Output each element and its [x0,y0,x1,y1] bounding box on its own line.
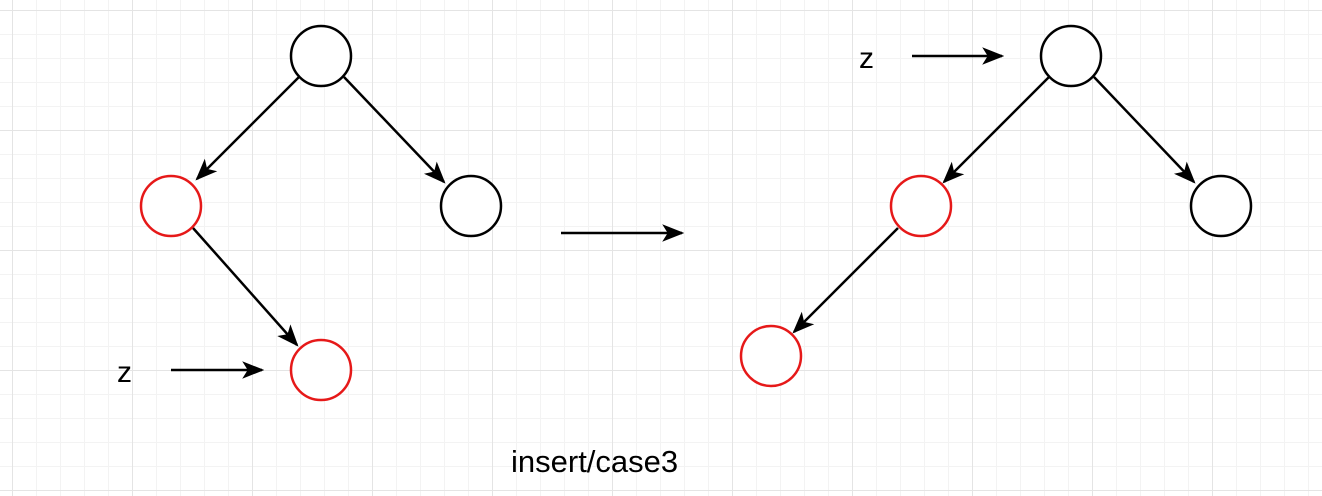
before-z-node [289,338,353,402]
after-edge-left-leftleft [792,227,899,334]
before-z-label: z [117,356,132,389]
before-edge-root-right [343,76,446,184]
after-edge-root-right [1093,76,1196,184]
before-root-node [289,24,353,88]
before-tree: z [117,24,503,402]
after-z-label: z [859,42,874,75]
after-root-node [1039,24,1103,88]
before-right-node [439,174,503,238]
before-left-node [139,174,203,238]
after-tree: z [739,24,1253,388]
before-edge-left-z [192,227,299,347]
before-edge-root-left [195,76,300,181]
after-leftleft-node [739,324,803,388]
after-right-node [1189,174,1253,238]
after-edge-root-left [942,76,1050,184]
after-left-node [889,174,953,238]
diagram-caption: insert/case3 [511,444,678,479]
